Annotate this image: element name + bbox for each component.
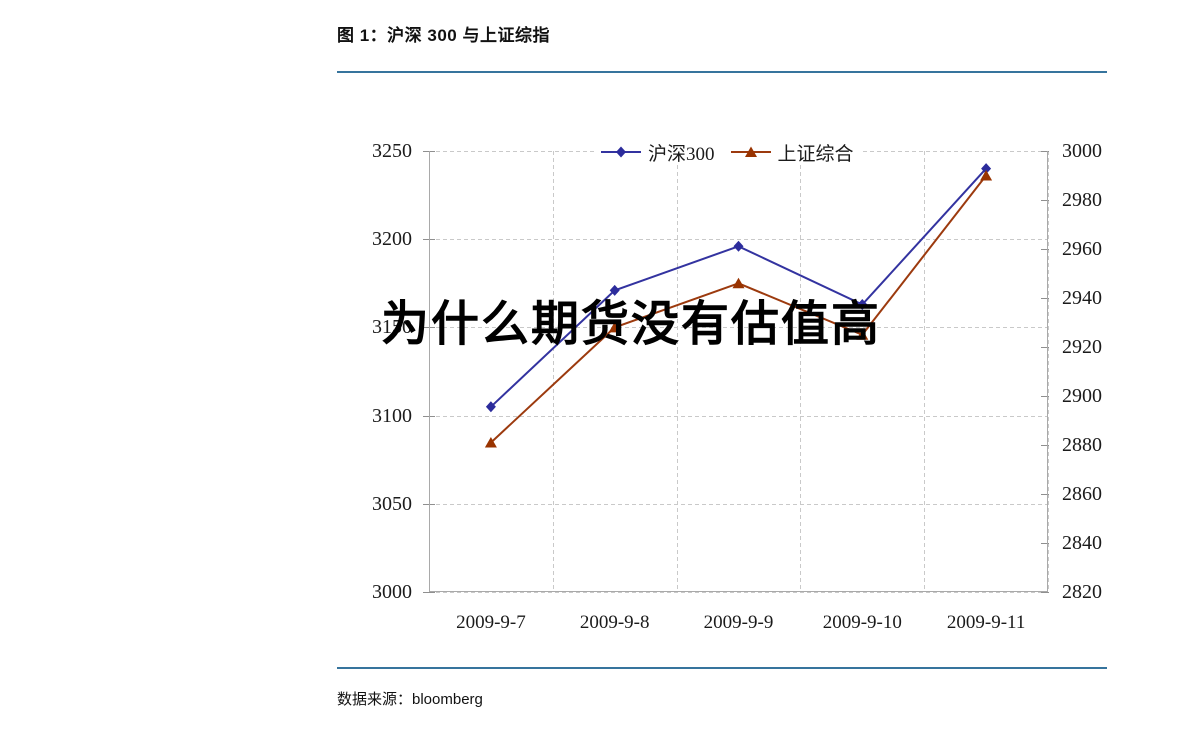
chart-plot-area <box>423 151 1049 593</box>
x-axis-label: 2009-9-8 <box>579 612 650 633</box>
left-axis-label: 3050 <box>372 492 412 515</box>
bottom-divider <box>337 667 1107 669</box>
series-marker-0-0 <box>485 401 496 413</box>
legend-item-1: 上证综合 <box>730 139 854 166</box>
legend-triangle-icon <box>730 146 771 157</box>
left-axis-label: 3250 <box>372 140 412 162</box>
left-axis-label: 3000 <box>372 581 412 603</box>
series-marker-1-2 <box>732 277 745 289</box>
figure-title: 图 1：沪深 300 与上证综指 <box>337 26 550 45</box>
series-marker-0-1 <box>609 284 620 296</box>
data-source-label: 数据来源：bloomberg <box>337 691 483 708</box>
right-axis-label: 3000 <box>1062 140 1102 162</box>
right-axis-label: 2840 <box>1062 532 1102 554</box>
right-axis-label: 2980 <box>1062 189 1102 211</box>
right-axis-label: 2820 <box>1062 581 1102 603</box>
right-axis-label: 2880 <box>1062 434 1102 456</box>
series-marker-1-0 <box>484 437 497 448</box>
legend-label-1: 上证综合 <box>777 143 854 165</box>
left-axis-label: 3200 <box>372 228 412 251</box>
top-divider <box>337 71 1107 73</box>
chart-canvas <box>423 151 1049 593</box>
series-marker-0-3 <box>857 298 868 310</box>
right-axis-label: 2900 <box>1062 385 1102 407</box>
series-marker-1-1 <box>608 321 621 333</box>
series-marker-1-4 <box>980 170 993 181</box>
right-axis-label: 2940 <box>1062 287 1102 309</box>
left-axis-label: 3100 <box>372 404 412 427</box>
series-marker-0-2 <box>733 240 744 252</box>
legend-item-0: 沪深300 <box>601 139 715 166</box>
x-axis-label: 2009-9-7 <box>456 612 526 633</box>
watermark-text: 为什么期货没有估值高 <box>381 296 882 352</box>
right-axis-label: 2960 <box>1062 238 1102 260</box>
legend-diamond-icon <box>601 146 641 158</box>
left-axis-label: 3150 <box>372 316 412 339</box>
series-marker-1-3 <box>856 329 869 340</box>
x-axis-label: 2009-9-9 <box>703 612 774 633</box>
right-axis-label: 2860 <box>1062 483 1102 505</box>
x-axis-label: 2009-9-10 <box>822 612 902 633</box>
x-axis-label: 2009-9-11 <box>946 612 1026 633</box>
series-marker-0-4 <box>981 163 992 175</box>
legend-label-0: 沪深300 <box>648 143 715 165</box>
legend: 沪深300 上证综合 <box>595 139 860 165</box>
right-axis-label: 2920 <box>1062 336 1102 358</box>
